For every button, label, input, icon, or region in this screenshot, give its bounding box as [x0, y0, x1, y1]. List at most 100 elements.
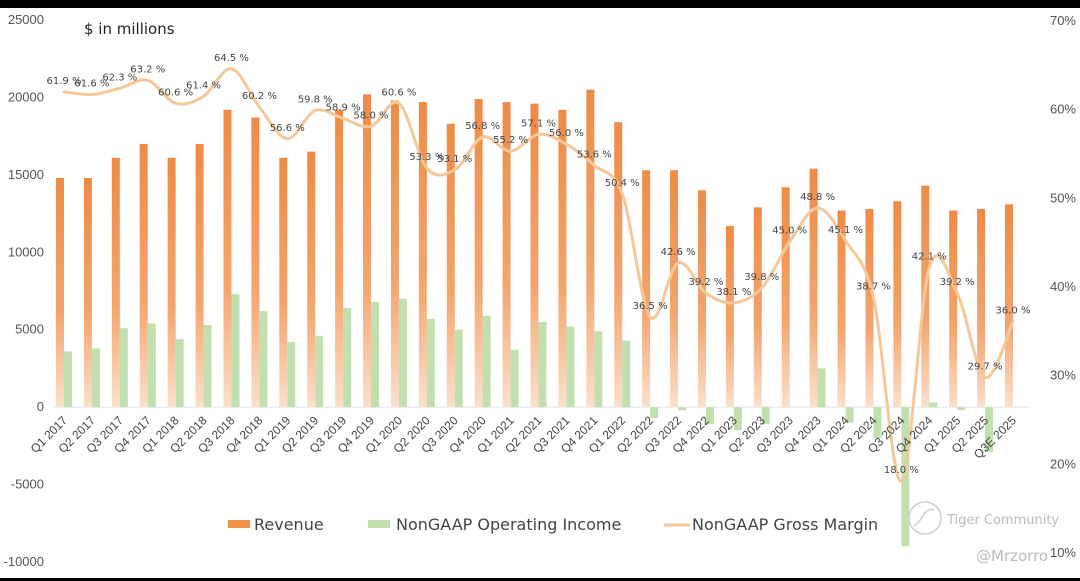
left-tick-label: 20000 [8, 89, 44, 104]
gross-margin-data-label: 42.6 % [661, 247, 696, 258]
revenue-bar [251, 117, 260, 408]
legend-item-gross-margin[interactable]: NonGAAP Gross Margin [664, 515, 878, 534]
revenue-bar [893, 201, 902, 408]
revenue-bar [530, 103, 539, 408]
watermark: Tiger Community @Mrzorro [908, 501, 1059, 565]
legend-label-gross-margin: NonGAAP Gross Margin [692, 515, 878, 534]
operating-income-bar [957, 407, 966, 411]
gross-margin-data-label: 60.6 % [381, 87, 416, 98]
legend-item-operating-income[interactable]: NonGAAP Operating Income [368, 515, 621, 534]
operating-income-bar [678, 407, 687, 411]
operating-income-bar [929, 402, 938, 408]
operating-income-bar [873, 407, 882, 439]
operating-income-bar [845, 407, 854, 423]
gross-margin-data-label: 53.1 % [437, 154, 472, 165]
gross-margin-data-label: 59.8 % [298, 94, 333, 105]
operating-income-bar [622, 340, 631, 408]
gross-margin-data-label: 58.0 % [354, 110, 389, 121]
gross-margin-data-label: 39.2 % [688, 277, 723, 288]
right-axis: 70% 60% 50% 40% 30% 20% 10% [1050, 13, 1076, 560]
revenue-bar [363, 94, 372, 408]
revenue-bar [307, 151, 316, 408]
gross-margin-data-label: 60.6 % [158, 87, 193, 98]
operating-income-bar [566, 326, 575, 408]
gross-margin-data-label: 53.3 % [409, 152, 444, 163]
gross-margin-data-label: 57.1 % [521, 118, 556, 129]
combo-chart: $ in millions 25000 20000 15000 10000 5000 0 -… [4, 12, 1077, 569]
operating-income-bar [733, 407, 742, 431]
revenue-bar [558, 109, 567, 408]
gross-margin-data-label: 56.8 % [465, 121, 500, 132]
gross-margin-data-label: 38.7 % [856, 282, 891, 293]
gross-margin-data-label: 39.2 % [940, 277, 975, 288]
operating-income-series [64, 294, 994, 547]
revenue-bar [502, 102, 511, 408]
gross-margin-data-label: 56.6 % [270, 123, 305, 134]
units-label: $ in millions [84, 20, 175, 38]
operating-income-bar [231, 294, 240, 408]
legend-swatch-revenue [228, 520, 250, 528]
operating-income-bar [315, 335, 324, 408]
right-tick-label: 60% [1050, 102, 1076, 117]
gross-margin-data-label: 56.0 % [549, 128, 584, 139]
operating-income-bar [901, 407, 910, 547]
revenue-bar [781, 187, 790, 408]
gross-margin-data-label: 61.9 % [47, 76, 82, 87]
operating-income-bar [371, 301, 380, 408]
gross-margin-data-label: 18.0 % [884, 465, 919, 476]
revenue-bar [670, 170, 679, 408]
left-tick-label: 5000 [15, 322, 44, 337]
legend: Revenue NonGAAP Operating Income NonGAAP… [228, 515, 878, 534]
right-tick-label: 10% [1050, 545, 1076, 560]
gross-margin-data-label: 36.0 % [996, 305, 1031, 316]
tiger-logo-icon [908, 501, 942, 535]
gross-margin-line [62, 67, 1015, 483]
revenue-bar [865, 208, 874, 408]
operating-income-bar [398, 298, 407, 408]
gross-margin-data-label: 62.3 % [102, 72, 137, 83]
revenue-bar [642, 170, 651, 408]
gross-margin-data-label: 50.4 % [605, 178, 640, 189]
revenue-series [56, 89, 1013, 408]
operating-income-bar [259, 311, 268, 408]
gross-margin-data-label: 64.5 % [214, 53, 249, 64]
revenue-bar [614, 122, 623, 408]
operating-income-bar [175, 339, 184, 408]
revenue-bar [111, 157, 120, 408]
operating-income-bar [510, 349, 519, 408]
gross-margin-data-label: 63.2 % [130, 64, 165, 75]
operating-income-bar [343, 308, 352, 408]
left-tick-label: 25000 [8, 12, 44, 27]
revenue-bar [586, 89, 595, 408]
operating-income-bar [594, 331, 603, 408]
revenue-bar [279, 157, 288, 408]
gross-margin-data-label: 53.6 % [577, 149, 612, 160]
operating-income-bar [705, 407, 714, 425]
operating-income-bar [64, 351, 72, 408]
gross-margin-data-label: 60.2 % [242, 91, 277, 102]
gross-margin-data-label: 36.5 % [633, 301, 668, 312]
right-tick-label: 20% [1050, 456, 1076, 471]
left-tick-label: 10000 [8, 244, 44, 259]
left-tick-label: 15000 [8, 167, 44, 182]
gross-margin-data-label: 61.4 % [186, 80, 221, 91]
revenue-bar [223, 109, 232, 408]
revenue-bar [446, 123, 455, 408]
operating-income-bar [538, 321, 547, 408]
revenue-bar [697, 190, 706, 408]
revenue-bar [83, 177, 92, 408]
revenue-bar [977, 208, 986, 408]
revenue-bar [335, 109, 344, 408]
gross-margin-data-label: 45.0 % [772, 226, 807, 237]
revenue-bar [56, 177, 64, 408]
revenue-bar [809, 168, 818, 408]
right-tick-label: 30% [1050, 368, 1076, 383]
operating-income-bar [985, 407, 994, 453]
revenue-bar [725, 225, 734, 408]
legend-item-revenue[interactable]: Revenue [228, 515, 324, 534]
revenue-bar [837, 210, 846, 408]
operating-income-bar [287, 342, 296, 408]
gross-margin-labels: 61.9 %61.6 %62.3 %63.2 %60.6 %61.4 %64.5… [47, 53, 1031, 476]
operating-income-bar [147, 323, 156, 408]
